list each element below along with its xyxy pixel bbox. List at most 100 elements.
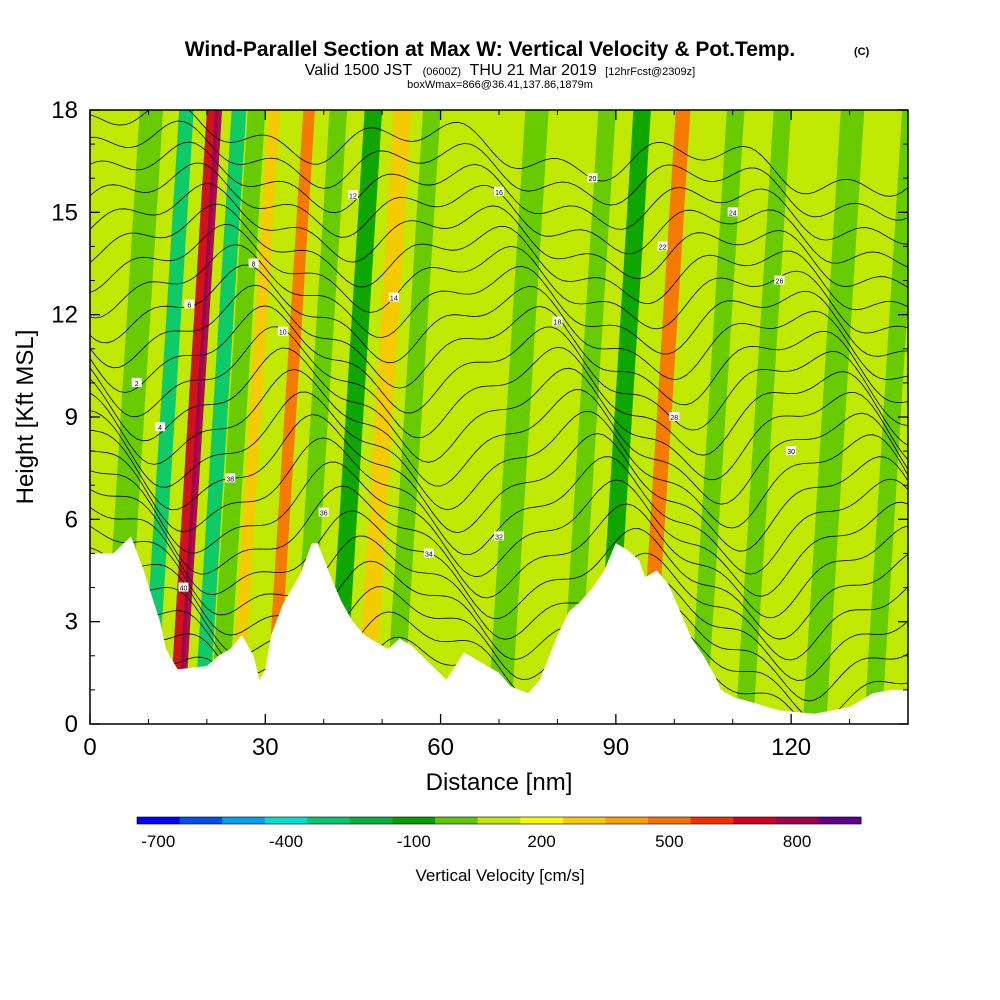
theta-contour-line [90,120,908,221]
velocity-band [428,110,491,724]
contour-label-text: 34 [425,551,433,558]
velocity-band [735,110,792,724]
contour-label: 30 [786,446,797,456]
colorbar-label: Vertical Velocity [cm/s] [415,866,584,885]
theta-contour-line [90,391,908,529]
contour-label-bg [131,377,142,387]
contour-label: 12 [347,190,358,200]
contour-label-bg [494,186,504,196]
x-tick-label: 90 [603,734,630,761]
contour-label-text: 28 [670,415,678,422]
contour-label-bg [669,412,680,421]
contour-label: 38 [225,473,236,483]
contour-label-bg [225,473,236,483]
theta-contour-line [90,485,908,619]
y-tick-label: 12 [51,302,78,329]
colorbar-swatch [818,817,862,824]
colorbar-tick-label: -700 [141,832,175,851]
y-tick-label: 0 [65,711,78,738]
subtitle-valid: Valid 1500 JST [305,62,413,79]
theta-contour-line [90,326,908,456]
theta-contour-line [90,461,908,597]
contour-label-text: 6 [187,302,191,309]
velocity-band [688,110,745,724]
colorbar-swatch [477,817,521,824]
contour-label-bg [774,275,785,285]
velocity-band [141,110,194,724]
contour-label: 4 [155,422,166,432]
colorbar-swatch [264,817,308,824]
theta-contour-line [90,525,908,661]
y-tick-label: 18 [51,97,78,124]
contour-label: 20 [587,173,598,183]
contour-label-text: 40 [180,586,188,593]
x-tick-label: 30 [252,734,279,761]
colorbar-swatch [733,817,777,824]
colorbar-tick-label: 500 [655,832,683,851]
contour-label: 28 [669,412,680,422]
colorbar-tick-label: -400 [269,832,303,851]
velocity-band [326,110,383,724]
velocity-band [864,110,908,724]
contour-label-bg [318,507,329,517]
x-tick-label: 0 [83,734,96,761]
chart-title-mark: (C) [854,46,870,58]
contour-label-bg [178,582,189,592]
contour-label-bg [248,258,259,268]
contour-label-bg [494,531,504,541]
contour-label-text: 20 [589,176,597,183]
contour-label-bg [727,207,738,217]
contour-label-text: 10 [279,330,287,337]
contour-label-text: 38 [226,476,234,483]
subtitle-date: THU 21 Mar 2019 [470,62,597,79]
contour-label: 36 [318,507,329,518]
velocity-band [177,110,223,724]
theta-contour-line [90,244,908,357]
theta-contour-line [90,305,908,431]
colorbar-swatch [435,817,479,824]
contour-label-text: 30 [787,449,795,456]
contour-label: 10 [277,326,288,337]
colorbar-swatch [562,817,606,824]
chart-title: Wind-Parallel Section at Max W: Vertical… [185,38,796,61]
colorbar-swatch [179,817,223,824]
velocity-field [90,110,908,724]
colorbar-swatch [605,817,649,824]
contour-label-bg [552,316,563,326]
contour-label: 24 [727,207,738,217]
theta-contour-line [90,437,908,575]
contour-label: 2 [131,377,142,388]
chart-subtitle: Valid 1500 JST (0600Z) THU 21 Mar 2019 [… [305,62,695,79]
colorbar-tick-label: -100 [397,832,431,851]
y-tick-label: 9 [65,404,78,431]
theta-contour-line [90,203,908,311]
contour-label-bg [155,422,166,432]
contour-label-text: 8 [252,262,256,269]
subtitle-forecast: [12hrFcst@2309z] [605,66,695,78]
contour-label-text: 26 [776,279,784,286]
colorbar-swatch [690,817,734,824]
velocity-band [193,110,247,724]
colorbar-swatch [775,817,819,824]
contour-label-text: 2 [135,381,139,388]
theta-contour-line [90,547,908,681]
theta-contour-line [90,183,908,288]
contour-label-text: 4 [158,425,162,432]
colorbar-swatch [392,817,436,824]
contour-label-text: 24 [729,210,737,217]
contour-label: 32 [494,531,504,541]
contour-label-bg [347,190,358,200]
velocity-band [385,110,441,724]
contour-label-bg [277,326,288,336]
contour-label-bg [657,241,668,251]
velocity-band [637,110,691,724]
terrain-fill [90,536,908,724]
contour-label-text: 14 [390,296,398,303]
colorbar: -700 -400 -100 200 500 800 [136,816,862,851]
theta-contour-line [90,347,908,481]
contour-label: 22 [657,241,668,251]
x-tick-label: 120 [771,734,811,761]
theta-contour-line [90,223,908,334]
contour-label: 34 [423,548,434,558]
